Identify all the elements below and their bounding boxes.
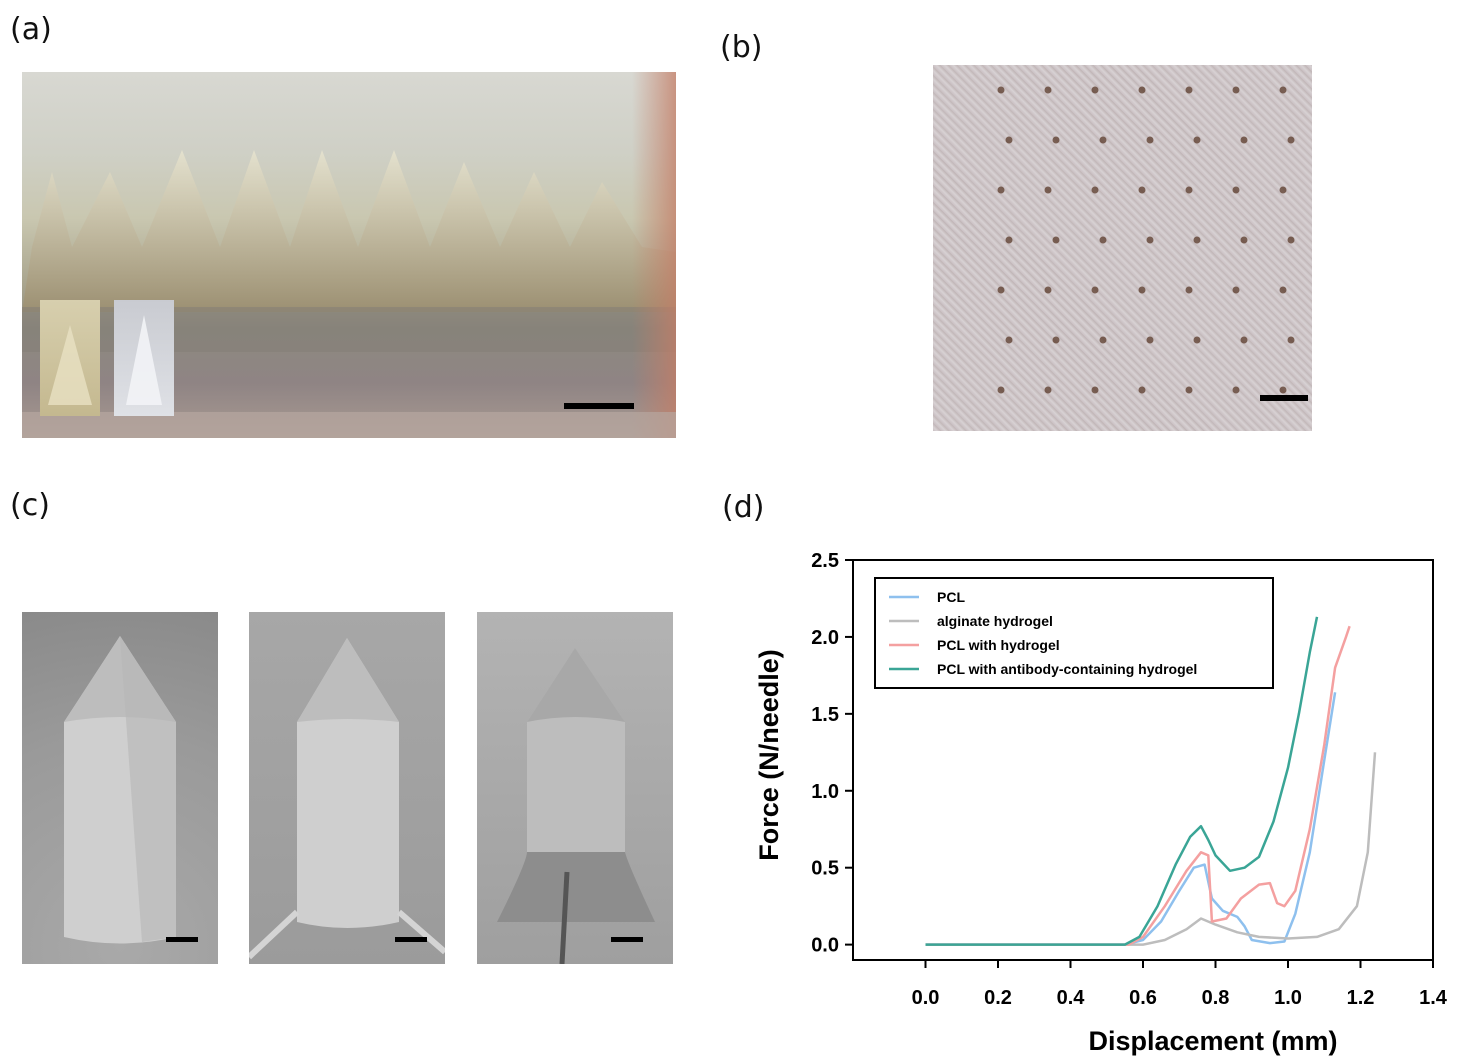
force-displacement-chart: 0.0 0.2 0.4 0.6 0.8 1.0 1.2 1.4 0.0 0.5 1.0 1.5 2.0 2… [754,550,1448,1056]
skin-penetration-photo [933,65,1312,431]
puncture-mark [1287,336,1295,344]
puncture-mark [1052,336,1060,344]
inset-needle-graphic [48,325,92,405]
puncture-mark [1091,286,1099,294]
sem-image-pcl-antibody-hydrogel [477,612,673,964]
scale-bar-c1 [166,937,198,942]
puncture-mark [1232,186,1240,194]
scale-bar-c2 [395,937,427,942]
puncture-mark [1099,236,1107,244]
y-tick-label: 0.0 [811,935,839,957]
panel-label-a: (a) [10,12,52,47]
legend-box [874,577,1274,689]
y-tick-label: 0.5 [811,858,839,880]
scale-bar-c3 [611,937,643,942]
x-tick-label: 0.0 [912,987,940,1009]
puncture-mark [1091,386,1099,394]
puncture-mark [1138,186,1146,194]
puncture-mark [1138,86,1146,94]
inset-needle-graphic-2 [126,315,162,405]
puncture-mark [1232,286,1240,294]
puncture-mark [1240,336,1248,344]
scale-bar-b [1260,395,1308,401]
puncture-mark [1193,336,1201,344]
puncture-mark [1279,86,1287,94]
puncture-mark [1146,336,1154,344]
puncture-mark [1240,236,1248,244]
x-axis-title: Displacement (mm) [1088,1026,1337,1056]
x-tick-label: 0.4 [1057,987,1086,1009]
puncture-mark [1185,286,1193,294]
series-line-1 [925,752,1377,946]
puncture-mark [1044,186,1052,194]
panel-label-b: (b) [720,30,763,65]
x-tick-label: 0.2 [984,987,1012,1009]
legend-entry: alginate hydrogel [937,613,1053,629]
x-tick-label: 1.2 [1347,987,1375,1009]
puncture-mark [1052,136,1060,144]
y-tick-label: 2.5 [811,550,839,572]
sem-needle-2 [249,638,445,960]
puncture-mark [1279,286,1287,294]
puncture-mark [1146,236,1154,244]
puncture-marks [997,86,1295,394]
puncture-mark [1005,336,1013,344]
puncture-mark [1193,236,1201,244]
sem-needle-3 [497,648,655,964]
puncture-mark [1279,386,1287,394]
puncture-mark [1138,386,1146,394]
legend-entry: PCL with antibody-containing hydrogel [937,661,1197,677]
series-line-2 [925,625,1351,946]
puncture-mark [1044,286,1052,294]
sem-image-pcl [22,612,218,964]
inset-pcl-needle [40,300,100,416]
puncture-mark [1099,136,1107,144]
puncture-mark [1185,386,1193,394]
puncture-mark [997,86,1005,94]
puncture-mark [1279,186,1287,194]
puncture-mark [1185,86,1193,94]
panel-label-c: (c) [10,488,50,523]
inset-hydrogel-needle [114,300,174,416]
x-tick-label: 0.8 [1202,987,1230,1009]
puncture-mark [1099,336,1107,344]
puncture-mark [1091,186,1099,194]
puncture-mark [1005,136,1013,144]
y-tick-label: 1.5 [811,704,839,726]
puncture-mark [1240,136,1248,144]
puncture-mark [1287,136,1295,144]
puncture-mark [1232,386,1240,394]
legend-entry: PCL [937,589,965,605]
sem-image-pcl-hydrogel [249,612,445,964]
microneedle-array-photo [22,72,676,438]
puncture-mark [997,386,1005,394]
puncture-mark [1044,86,1052,94]
y-tick-label: 2.0 [811,627,839,649]
puncture-mark [1232,86,1240,94]
puncture-mark [1185,186,1193,194]
chart-legend: PCL alginate hydrogel PCL with hydrogel PCL… [874,577,1274,689]
puncture-mark [1193,136,1201,144]
y-tick-label: 1.0 [811,781,839,803]
x-tick-label: 1.4 [1419,987,1448,1009]
puncture-mark [997,186,1005,194]
legend-entry: PCL with hydrogel [937,637,1060,653]
sem-needle-1 [64,636,176,944]
puncture-mark [997,286,1005,294]
series-line-3 [925,616,1319,946]
y-axis-title: Force (N/needle) [754,649,784,861]
scale-bar-a [564,403,634,409]
puncture-mark [1052,236,1060,244]
x-tick-label: 1.0 [1274,987,1302,1009]
puncture-mark [1146,136,1154,144]
x-tick-label: 0.6 [1129,987,1157,1009]
puncture-mark [1005,236,1013,244]
puncture-mark [1287,236,1295,244]
puncture-mark [1138,286,1146,294]
panel-label-d: (d) [722,490,765,525]
puncture-mark [1044,386,1052,394]
puncture-mark [1091,86,1099,94]
